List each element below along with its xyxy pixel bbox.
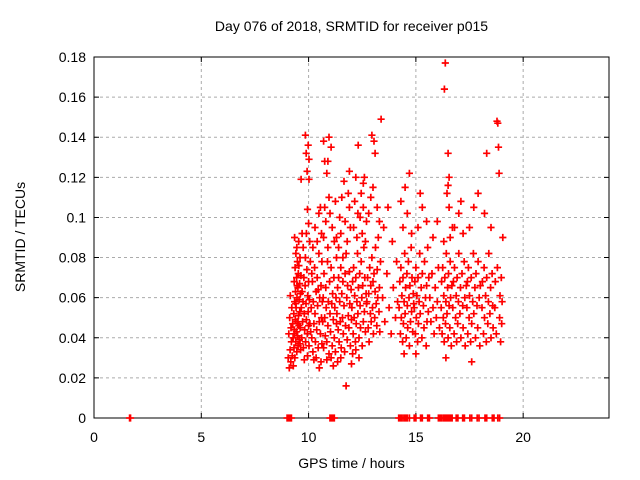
x-tick-label: 15 bbox=[408, 429, 424, 445]
y-tick-label: 0.08 bbox=[59, 250, 86, 266]
y-tick-label: 0.12 bbox=[59, 169, 86, 185]
x-tick-label: 20 bbox=[515, 429, 531, 445]
x-tick-label: 10 bbox=[301, 429, 317, 445]
y-tick-label: 0.16 bbox=[59, 89, 86, 105]
y-tick-label: 0.02 bbox=[59, 370, 86, 386]
chart-title: Day 076 of 2018, SRMTID for receiver p01… bbox=[214, 18, 489, 34]
y-tick-label: 0 bbox=[78, 410, 86, 426]
y-tick-label: 0.14 bbox=[59, 129, 86, 145]
y-tick-label: 0.04 bbox=[59, 330, 86, 346]
y-tick-label: 0.1 bbox=[67, 209, 87, 225]
x-tick-label: 0 bbox=[90, 429, 98, 445]
y-tick-label: 0.06 bbox=[59, 290, 86, 306]
plot-border bbox=[93, 56, 610, 419]
y-tick-label: 0.18 bbox=[59, 49, 86, 65]
data-points bbox=[126, 59, 507, 422]
gridlines bbox=[94, 57, 609, 418]
x-tick-label: 5 bbox=[197, 429, 205, 445]
x-axis-label: GPS time / hours bbox=[298, 455, 405, 471]
